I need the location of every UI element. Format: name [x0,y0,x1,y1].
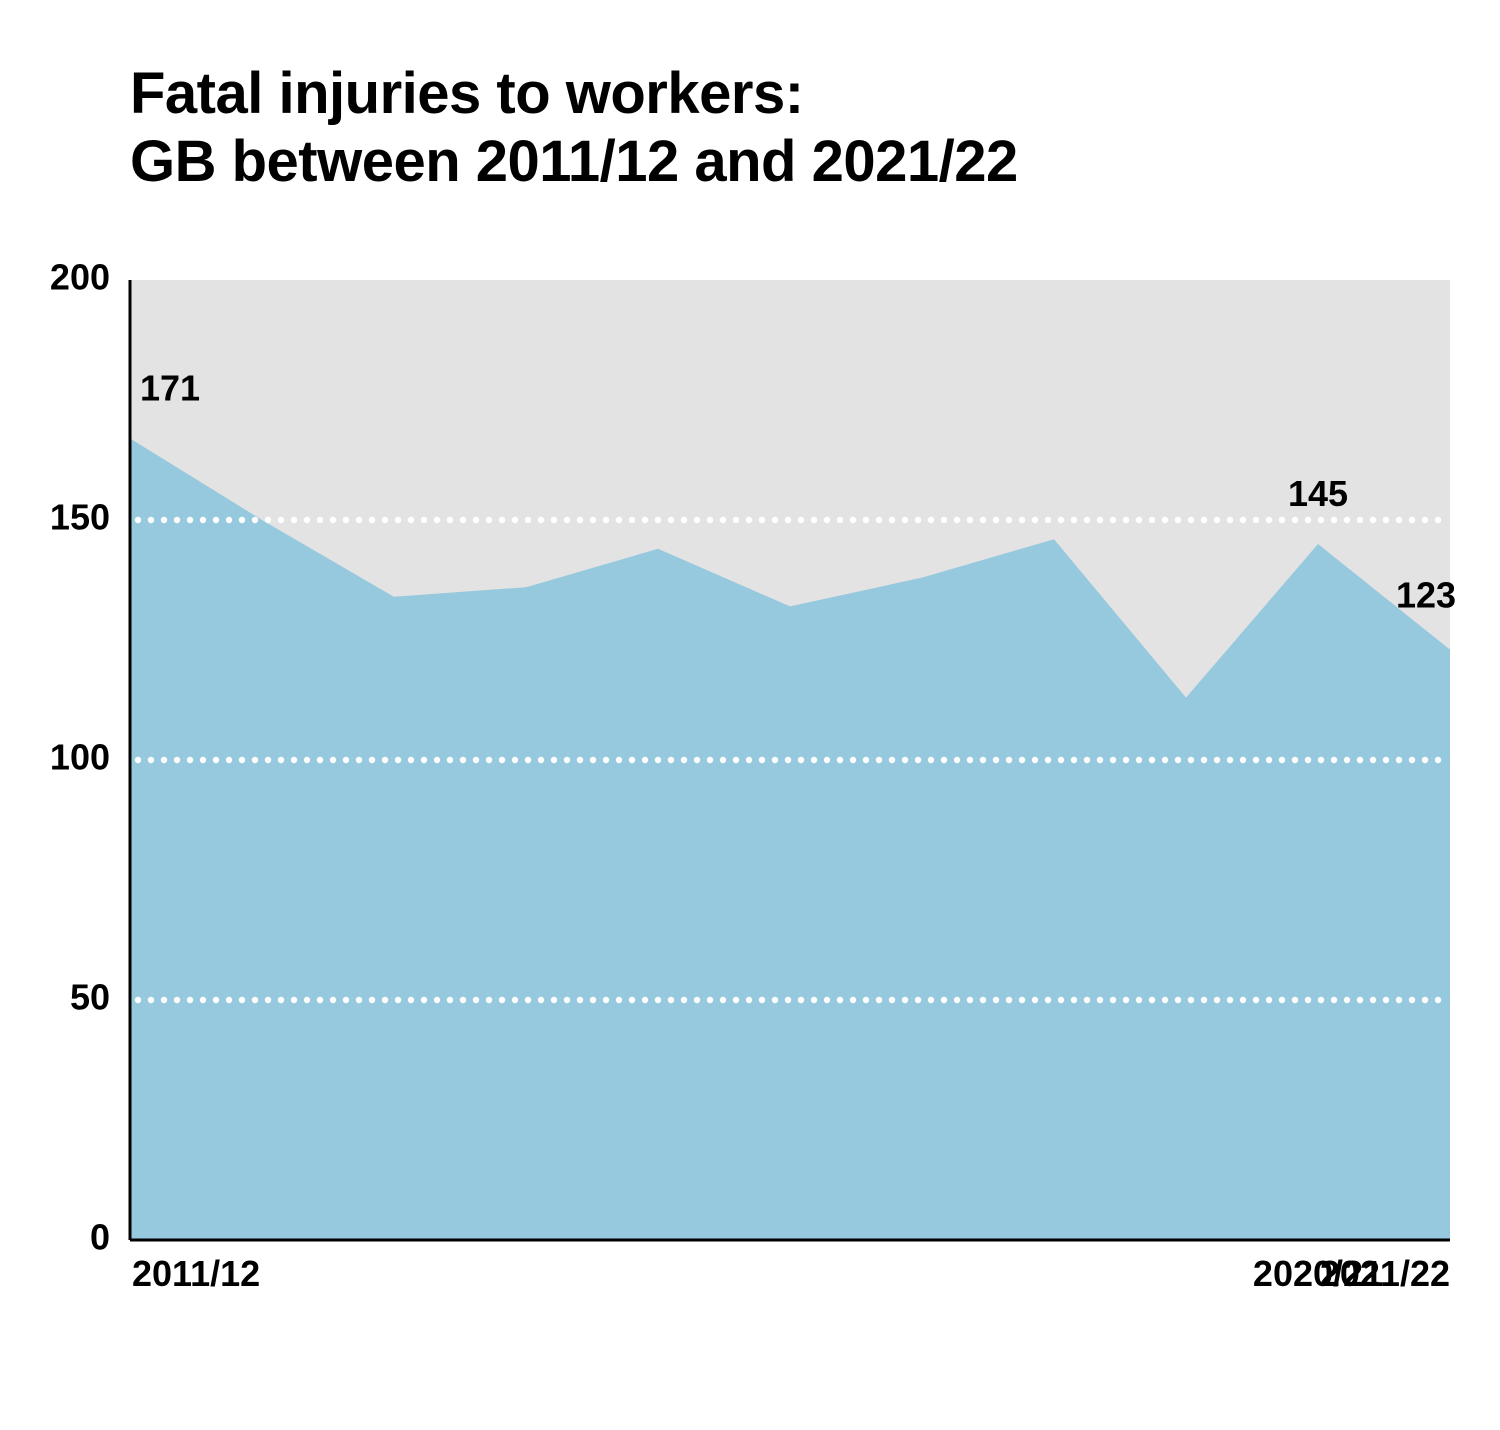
gridline [135,517,1441,523]
page: Fatal injuries to workers: GB between 20… [0,0,1500,1430]
data-label: 171 [140,367,200,408]
gridline [135,997,1441,1003]
y-tick-label: 50 [70,977,110,1018]
y-tick-label: 0 [90,1217,110,1258]
y-tick-label: 150 [50,497,110,538]
gridline [135,757,1441,763]
data-label: 123 [1396,575,1456,616]
area-chart: 0501001502002011/122020/212021/221711451… [0,0,1500,1430]
x-tick-label: 2011/12 [132,1253,260,1294]
x-tick-label: 2021/22 [1320,1253,1450,1294]
data-label: 145 [1288,473,1348,514]
y-tick-label: 100 [50,737,110,778]
y-tick-label: 200 [50,257,110,298]
